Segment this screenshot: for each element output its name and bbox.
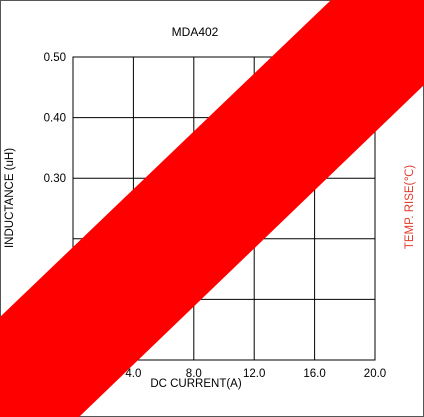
y2-axis-label: TEMP. RISE(℃) (404, 165, 416, 249)
y-tick-label: 0.50 (44, 52, 66, 64)
y-axis-label: INDUCTANCE (uH) (4, 148, 16, 248)
x-tick-label: 4.0 (125, 368, 141, 380)
x-axis-ticks: 4.0 8.0 12.0 16.0 20.0 (125, 368, 386, 380)
x-tick-label: 8.0 (186, 368, 202, 380)
x-tick-label: 12.0 (243, 368, 265, 380)
x-axis-label: DC CURRENT(A) (150, 378, 242, 390)
x-tick-label: 16.0 (303, 368, 325, 380)
y-tick-label: 0.30 (44, 173, 66, 185)
plot-border (72, 56, 376, 361)
x-tick-label: 20.0 (364, 368, 386, 380)
y-axis-ticks: 0.30 0.40 0.50 (44, 52, 66, 185)
y-tick-label: 0.40 (44, 113, 66, 125)
chart-title: MDA402 (172, 25, 219, 39)
